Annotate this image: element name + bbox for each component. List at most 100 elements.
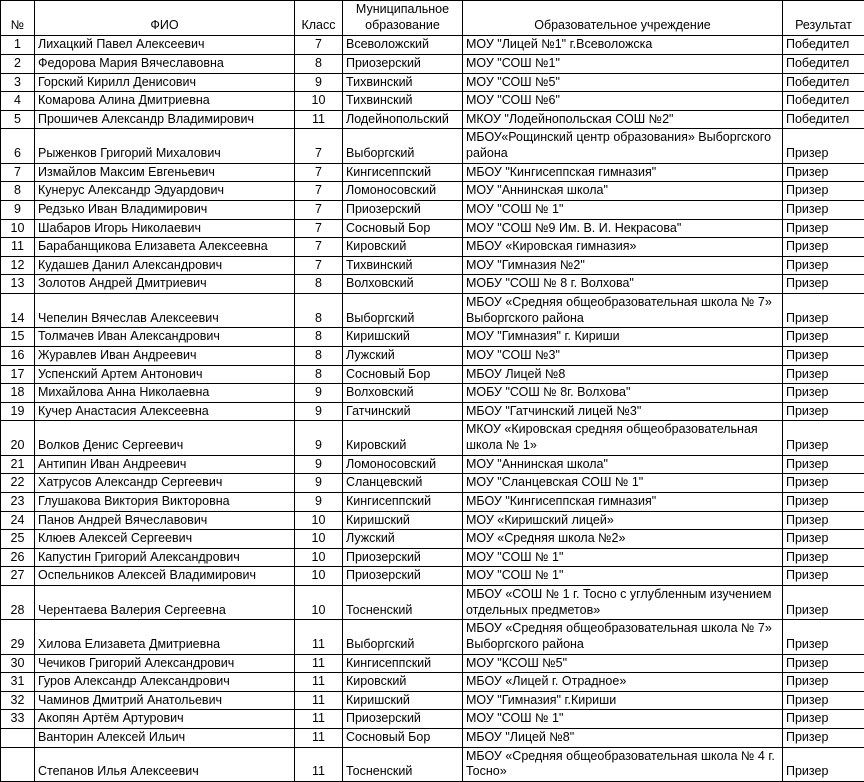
cell-name: Оспельников Алексей Владимирович — [35, 567, 295, 586]
cell-num: 4 — [1, 92, 35, 111]
table-row: 27Оспельников Алексей Владимирович10Прио… — [1, 567, 864, 586]
cell-cls: 7 — [295, 219, 343, 238]
cell-name: Золотов Андрей Дмитриевич — [35, 275, 295, 294]
cell-num: 9 — [1, 200, 35, 219]
cell-name: Клюев Алексей Сергеевич — [35, 530, 295, 549]
cell-inst: МОУ "СОШ №1" — [463, 54, 783, 73]
cell-name: Чаминов Дмитрий Анатольевич — [35, 691, 295, 710]
cell-inst: МОУ «Средняя школа №2» — [463, 530, 783, 549]
cell-cls: 10 — [295, 511, 343, 530]
table-row: 26Капустин Григорий Александрович10Приоз… — [1, 548, 864, 567]
cell-name: Кунерус Александр Эдуардович — [35, 182, 295, 201]
table-row: 7Измайлов Максим Евгеньевич7Кингисеппски… — [1, 163, 864, 182]
cell-name: Кучер Анастасия Алексеевна — [35, 402, 295, 421]
table-row: 28Черентаева Валерия Сергеевна10Тосненск… — [1, 586, 864, 620]
cell-res: Призер — [783, 511, 864, 530]
cell-res: Призер — [783, 275, 864, 294]
cell-num: 11 — [1, 238, 35, 257]
cell-cls: 8 — [295, 346, 343, 365]
table-row: 3Горский Кирилл Денисович9ТихвинскийМОУ … — [1, 73, 864, 92]
cell-name: Прошичев Александр Владимирович — [35, 110, 295, 129]
cell-inst: МОУ "СОШ №6" — [463, 92, 783, 111]
cell-num: 33 — [1, 710, 35, 729]
cell-mun: Киришский — [343, 691, 463, 710]
cell-inst: МБОУ «Средняя общеобразовательная школа … — [463, 747, 783, 781]
cell-mun: Приозерский — [343, 54, 463, 73]
cell-num: 25 — [1, 530, 35, 549]
cell-mun: Волховский — [343, 384, 463, 403]
cell-inst: МБОУ «Средняя общеобразовательная школа … — [463, 294, 783, 328]
cell-res: Победител — [783, 110, 864, 129]
cell-cls: 11 — [295, 673, 343, 692]
cell-mun: Сосновый Бор — [343, 729, 463, 748]
cell-cls: 10 — [295, 567, 343, 586]
table-row: 15Толмачев Иван Александрович8КиришскийМ… — [1, 328, 864, 347]
cell-res: Призер — [783, 200, 864, 219]
table-row: 33Акопян Артём Артурович11ПриозерскийМОУ… — [1, 710, 864, 729]
cell-inst: МОУ "Сланцевская СОШ № 1" — [463, 474, 783, 493]
table-row: 2Федорова Мария Вячеславовна8Приозерский… — [1, 54, 864, 73]
cell-inst: МОУ "Гимназия №2" — [463, 256, 783, 275]
cell-inst: МОУ "СОШ № 1" — [463, 710, 783, 729]
cell-res: Призер — [783, 328, 864, 347]
cell-num: 17 — [1, 365, 35, 384]
cell-name: Акопян Артём Артурович — [35, 710, 295, 729]
cell-name: Чечиков Григорий Александрович — [35, 654, 295, 673]
cell-num: 6 — [1, 129, 35, 163]
cell-mun: Выборгский — [343, 129, 463, 163]
cell-cls: 11 — [295, 654, 343, 673]
cell-mun: Приозерский — [343, 200, 463, 219]
cell-inst: МБОУ «Лицей г. Отрадное» — [463, 673, 783, 692]
col-header-cls: Класс — [295, 1, 343, 36]
col-header-inst: Образовательное учреждение — [463, 1, 783, 36]
cell-res: Призер — [783, 294, 864, 328]
cell-inst: МОУ "КСОШ №5" — [463, 654, 783, 673]
cell-res: Победител — [783, 92, 864, 111]
cell-res: Призер — [783, 691, 864, 710]
cell-mun: Приозерский — [343, 567, 463, 586]
cell-inst: МОУ "СОШ № 1" — [463, 548, 783, 567]
cell-cls: 7 — [295, 200, 343, 219]
table-row: 24Панов Андрей Вячеславович10КиришскийМО… — [1, 511, 864, 530]
cell-cls: 7 — [295, 129, 343, 163]
cell-name: Успенский Артем Антонович — [35, 365, 295, 384]
cell-res: Победител — [783, 54, 864, 73]
cell-name: Глушакова Виктория Викторовна — [35, 492, 295, 511]
cell-name: Измайлов Максим Евгеньевич — [35, 163, 295, 182]
cell-cls: 7 — [295, 36, 343, 55]
cell-inst: МОБУ "СОШ № 8г. Волхова" — [463, 384, 783, 403]
cell-num: 10 — [1, 219, 35, 238]
cell-mun: Кировский — [343, 238, 463, 257]
cell-num: 20 — [1, 421, 35, 455]
table-row: 18Михайлова Анна Николаевна9ВолховскийМО… — [1, 384, 864, 403]
cell-mun: Лужский — [343, 530, 463, 549]
cell-res: Призер — [783, 710, 864, 729]
cell-mun: Кировский — [343, 673, 463, 692]
table-row: 6Рыженков Григорий Михалович7ВыборгскийМ… — [1, 129, 864, 163]
table-row: 21Антипин Иван Андреевич9Ломоносовский М… — [1, 455, 864, 474]
table-row: 17Успенский Артем Антонович8Сосновый Бор… — [1, 365, 864, 384]
table-row: 8Кунерус Александр Эдуардович7Ломоносовс… — [1, 182, 864, 201]
cell-cls: 11 — [295, 747, 343, 781]
cell-res: Призер — [783, 365, 864, 384]
cell-res: Призер — [783, 129, 864, 163]
table-row: 31Гуров Александр Александрович11Кировск… — [1, 673, 864, 692]
cell-cls: 11 — [295, 620, 343, 654]
cell-num: 14 — [1, 294, 35, 328]
cell-num — [1, 747, 35, 781]
cell-cls: 11 — [295, 729, 343, 748]
cell-res: Призер — [783, 747, 864, 781]
cell-num: 5 — [1, 110, 35, 129]
cell-cls: 8 — [295, 275, 343, 294]
cell-mun: Ломоносовский — [343, 182, 463, 201]
results-table: №ФИОКлассМуниципальное образованиеОбразо… — [0, 0, 864, 782]
table-row: 10Шабаров Игорь Николаевич7Сосновый БорМ… — [1, 219, 864, 238]
cell-mun: Сланцевский — [343, 474, 463, 493]
cell-inst: МКОУ "Лодейнопольская СОШ №2" — [463, 110, 783, 129]
cell-inst: МОУ "Гимназия" г.Кириши — [463, 691, 783, 710]
cell-num: 15 — [1, 328, 35, 347]
cell-mun: Приозерский — [343, 548, 463, 567]
cell-inst: МБОУ Лицей №8 — [463, 365, 783, 384]
cell-name: Горский Кирилл Денисович — [35, 73, 295, 92]
cell-res: Призер — [783, 492, 864, 511]
